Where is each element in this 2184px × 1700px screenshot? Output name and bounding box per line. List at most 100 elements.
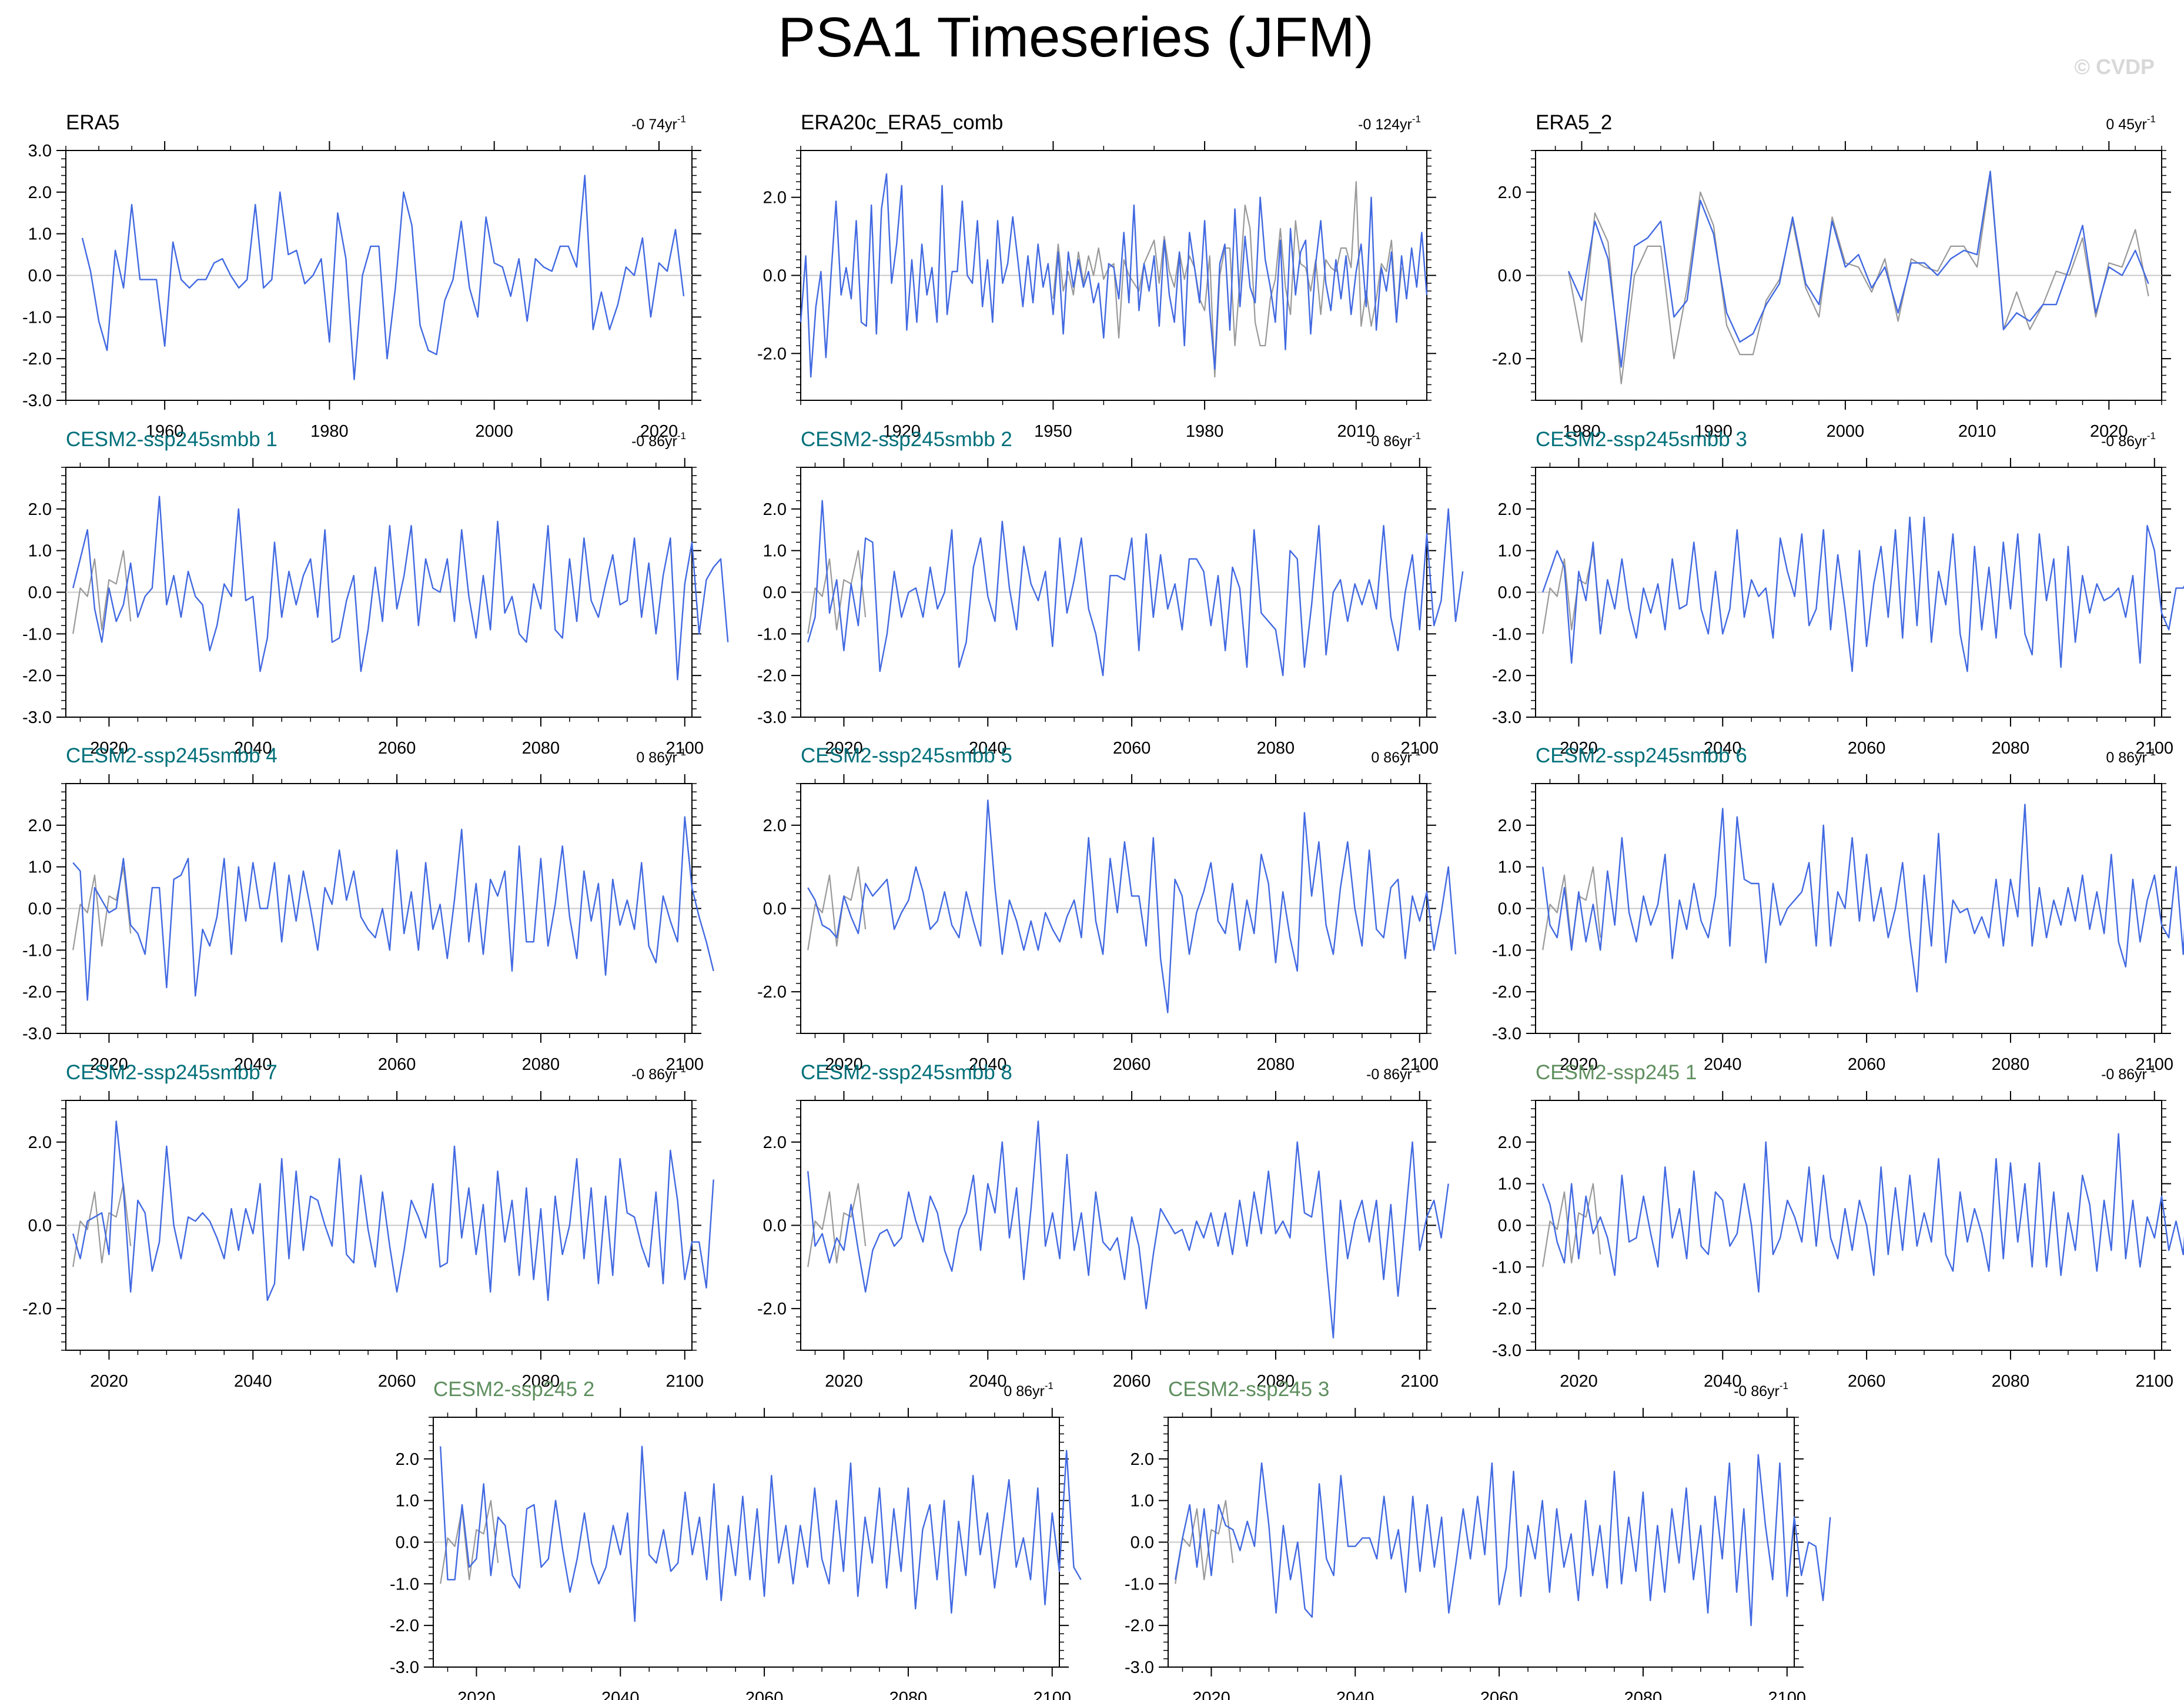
reference-series-line [1175, 1500, 1234, 1584]
chart-panel-2: -2.0 0.0 2.0 1920 1950 1980 2010 ERA20c_ERA5_co… [757, 111, 1436, 441]
y-tick-label: 0.0 [763, 584, 787, 603]
x-tick-label: 2060 [378, 1055, 416, 1074]
y-tick-label: -3.0 [22, 708, 52, 727]
y-tick-label: 0.0 [1498, 267, 1521, 286]
y-tick-label: -2.0 [757, 1300, 787, 1318]
y-tick-label: 0.0 [1131, 1534, 1154, 1552]
y-tick-label: -1.0 [1492, 1258, 1521, 1277]
trend-unit-superscript: -1 [677, 430, 686, 441]
x-tick-label: 2060 [378, 739, 416, 758]
x-tick-label: 2060 [1113, 739, 1151, 758]
x-tick-label: 2020 [640, 422, 678, 441]
y-tick-label: -2.0 [22, 983, 52, 1002]
y-tick-label: -3.0 [757, 708, 787, 727]
x-tick-label: 2060 [378, 1372, 416, 1391]
x-tick-label: 2020 [90, 739, 128, 758]
chart-panel-14: -3.0 -2.0 -1.0 0.0 1.0 2.0 2020 2040 2060 2080 210… [1125, 1378, 1831, 1700]
x-tick-label: 2080 [522, 1055, 560, 1074]
trend-label: -0 86yr-1 [1734, 1380, 1788, 1400]
figure-title: PSA1 Timeseries (JFM) [778, 6, 1373, 69]
reference-series-line [1542, 1183, 1601, 1267]
y-tick-label: -2.0 [1492, 983, 1521, 1002]
y-tick-label: 1.0 [396, 1492, 419, 1511]
reference-series-line [72, 550, 132, 634]
trend-unit-superscript: -1 [1412, 1063, 1421, 1075]
x-tick-label: 2040 [1336, 1689, 1374, 1700]
x-tick-label: 2100 [1401, 739, 1439, 758]
trend-label: -0 86yr-1 [2101, 1063, 2156, 1083]
x-tick-label: 2100 [1401, 1055, 1439, 1074]
x-tick-label: 2080 [1992, 739, 2030, 758]
panel-title: CESM2-ssp245smbb 4 [66, 744, 277, 767]
reference-series-line [807, 550, 867, 634]
x-tick-label: 2040 [234, 1372, 272, 1391]
y-tick-label: -3.0 [22, 1025, 52, 1043]
chart-panel-9: -3.0 -2.0 -1.0 0.0 1.0 2.0 2020 2040 2060 2080 210… [1492, 744, 2184, 1074]
reference-series-line [1568, 175, 2149, 384]
x-tick-label: 2020 [457, 1689, 496, 1700]
main-series-line [72, 496, 729, 681]
x-tick-label: 2060 [745, 1689, 784, 1700]
main-series-line [807, 1120, 1449, 1339]
trend-unit-superscript: -1 [2147, 430, 2156, 441]
trend-unit-superscript: -1 [1412, 113, 1421, 125]
main-series-line [1542, 804, 2184, 993]
x-tick-label: 2080 [1992, 1372, 2030, 1391]
main-series-line [807, 500, 1464, 677]
watermark: © CVDP [2074, 55, 2155, 79]
y-tick-label: 1.0 [1131, 1492, 1154, 1511]
x-tick-label: 1980 [1186, 422, 1224, 441]
y-tick-label: 2.0 [396, 1450, 419, 1469]
chart-panel-13: -3.0 -2.0 -1.0 0.0 1.0 2.0 2020 2040 2060 2080 210… [390, 1378, 1082, 1700]
x-tick-label: 2020 [825, 739, 863, 758]
x-tick-label: 2080 [1257, 1055, 1295, 1074]
x-tick-label: 1980 [1563, 422, 1601, 441]
x-tick-label: 2080 [1257, 1372, 1295, 1391]
x-tick-label: 2010 [1958, 422, 1996, 441]
main-series-line [1542, 516, 2184, 672]
panel-title: CESM2-ssp245smbb 3 [1536, 428, 1747, 451]
x-tick-label: 2100 [1401, 1372, 1439, 1391]
trend-unit-superscript: -1 [1780, 1380, 1788, 1391]
y-tick-label: 0.0 [1498, 900, 1521, 919]
panel-title: CESM2-ssp245smbb 8 [801, 1061, 1012, 1084]
x-tick-label: 2080 [889, 1689, 928, 1700]
trend-unit-superscript: -1 [2147, 113, 2156, 125]
y-tick-label: 1.0 [1498, 858, 1521, 877]
y-tick-label: 2.0 [28, 1133, 52, 1152]
x-tick-label: 2000 [475, 422, 513, 441]
y-tick-label: 2.0 [1131, 1450, 1154, 1469]
chart-panel-10: -2.0 0.0 2.0 2020 2040 2060 2080 2100 CESM2-ssp2… [22, 1061, 714, 1391]
y-tick-label: -2.0 [1492, 350, 1521, 369]
panel-title: CESM2-ssp245smbb 7 [66, 1061, 277, 1084]
y-tick-label: 2.0 [1498, 1133, 1521, 1152]
y-tick-label: 0.0 [763, 900, 787, 919]
x-tick-label: 2000 [1827, 422, 1865, 441]
trend-unit-superscript: -1 [677, 1063, 686, 1075]
x-tick-label: 2060 [1848, 739, 1886, 758]
x-tick-label: 2040 [1704, 739, 1742, 758]
main-series-line [807, 799, 1457, 1013]
trend-unit-superscript: -1 [1412, 747, 1421, 758]
panel-title: CESM2-ssp245 2 [433, 1378, 594, 1401]
x-tick-label: 2040 [234, 1055, 272, 1074]
x-tick-label: 2080 [522, 1372, 560, 1391]
y-tick-label: -3.0 [1492, 708, 1521, 727]
main-series-line [1542, 1133, 2184, 1293]
x-tick-label: 2040 [1704, 1055, 1742, 1074]
trend-unit-superscript: -1 [677, 113, 686, 125]
y-tick-label: -2.0 [757, 344, 787, 363]
x-tick-label: 2100 [2136, 739, 2174, 758]
y-tick-label: 0.0 [1498, 1217, 1521, 1236]
y-tick-label: 0.0 [1498, 584, 1521, 603]
x-tick-label: 2020 [1560, 739, 1598, 758]
chart-panel-1: -3.0 -2.0 -1.0 0.0 1.0 2.0 3.0 1960 1980 2000 2020… [22, 111, 701, 441]
panel-grid: -3.0 -2.0 -1.0 0.0 1.0 2.0 3.0 1960 1980 2000 2020… [22, 111, 2184, 1700]
trend-unit-superscript: -1 [1045, 1380, 1053, 1391]
main-series-line [81, 175, 685, 380]
x-tick-label: 2080 [1624, 1689, 1663, 1700]
trend-label: 0 86yr-1 [636, 747, 686, 766]
chart-panel-5: -3.0 -2.0 -1.0 0.0 1.0 2.0 2020 2040 2060 2080 210… [757, 428, 1464, 758]
y-tick-label: 2.0 [763, 1133, 787, 1152]
x-tick-label: 2100 [2136, 1372, 2174, 1391]
